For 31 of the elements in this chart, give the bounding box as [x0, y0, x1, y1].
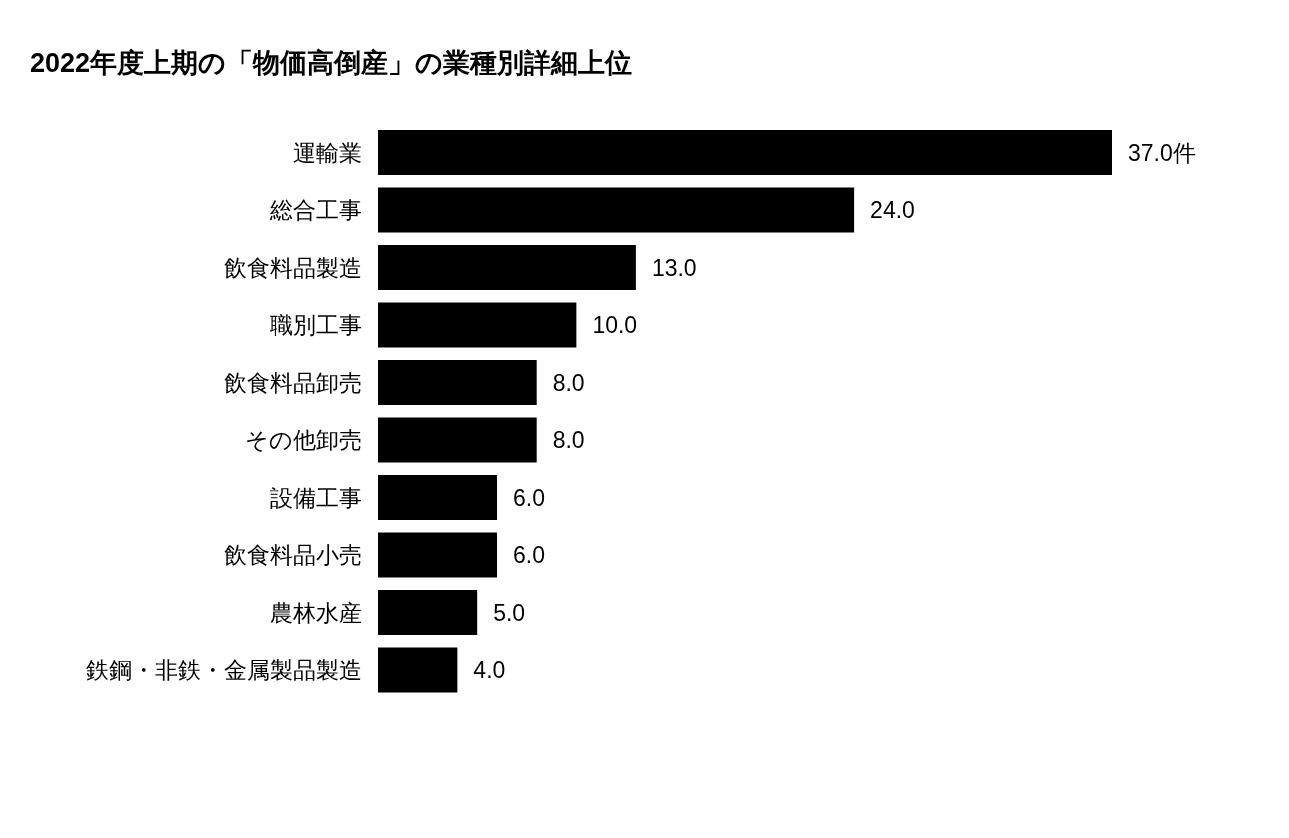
data-label: 8.0 [552, 369, 585, 396]
bar [378, 532, 498, 578]
y-tick-label: 農林水産 [270, 599, 362, 626]
y-tick-label: 運輸業 [293, 139, 362, 166]
data-label: 4.0 [473, 657, 506, 683]
y-tick-label: 鉄鋼・非鉄・金属製品製造 [86, 657, 362, 683]
chart-title: 2022年度上期の「物価高倒産」の業種別詳細上位 [30, 48, 633, 78]
data-label: 5.0 [493, 599, 526, 626]
bar [378, 647, 458, 693]
data-label: 13.0 [651, 254, 697, 281]
data-label: 8.0 [552, 427, 585, 453]
bar [378, 302, 577, 348]
data-label: 37.0件 [1128, 139, 1196, 166]
bar [378, 245, 636, 290]
y-tick-label: 総合工事 [269, 197, 362, 223]
y-tick-label: 設備工事 [270, 484, 362, 511]
y-tick-label: 飲食料品小売 [224, 542, 362, 568]
bar [378, 187, 855, 233]
data-label: 6.0 [513, 484, 546, 511]
bar [378, 417, 537, 463]
y-tick-label: その他卸売 [245, 427, 362, 453]
data-label: 6.0 [513, 542, 546, 568]
bar [378, 590, 478, 635]
data-label: 24.0 [870, 197, 915, 223]
bar [378, 475, 498, 520]
y-tick-label: 職別工事 [270, 312, 362, 338]
data-label: 10.0 [592, 312, 638, 338]
bar [378, 130, 1112, 175]
y-tick-label: 飲食料品卸売 [224, 369, 362, 396]
bar [378, 360, 537, 405]
y-tick-label: 飲食料品製造 [224, 254, 362, 281]
